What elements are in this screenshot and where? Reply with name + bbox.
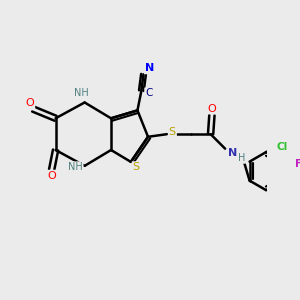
Text: O: O xyxy=(47,171,56,181)
Text: NH: NH xyxy=(74,88,89,98)
Text: F: F xyxy=(295,159,300,169)
Text: C: C xyxy=(145,88,152,98)
Text: Cl: Cl xyxy=(277,142,288,152)
Text: S: S xyxy=(169,127,176,137)
Text: O: O xyxy=(26,98,34,108)
Text: O: O xyxy=(208,103,216,113)
Text: N: N xyxy=(145,63,154,74)
Text: N: N xyxy=(228,148,238,158)
Text: S: S xyxy=(133,162,140,172)
Text: H: H xyxy=(238,153,245,163)
Text: NH: NH xyxy=(68,162,83,172)
